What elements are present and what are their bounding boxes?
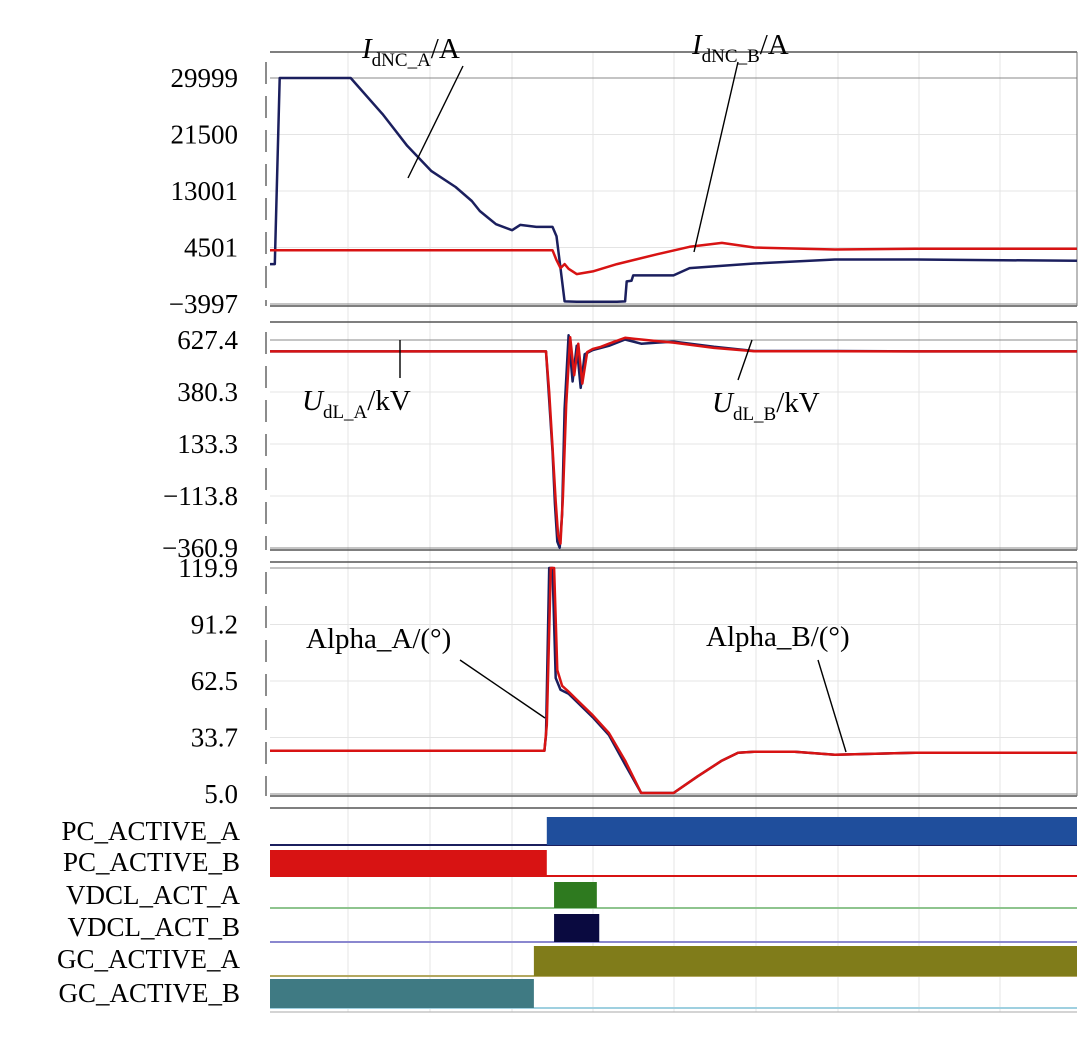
- signal-pulse-gc-active-a: [533, 946, 1077, 976]
- signal-label-pc-active-b: PC_ACTIVE_B: [63, 847, 240, 877]
- series-line-idncba: [270, 241, 1077, 276]
- y-tick-label: 4501: [184, 233, 238, 263]
- signal-label-gc-active-a: GC_ACTIVE_A: [57, 944, 240, 974]
- signal-pulse-pc-active-b: [270, 850, 547, 876]
- y-tick-label: 33.7: [191, 723, 238, 753]
- frame-layer: [265, 51, 1078, 1013]
- y-tick-label: −113.8: [163, 481, 238, 511]
- series-labels-layer: IdNC_A/A IdNC_B/A UdL_A/kV UdL_B/kV Alpha_A/…: [302, 29, 850, 753]
- series-label: IdNC_A/A: [361, 33, 460, 71]
- label-leader-line: [693, 61, 739, 253]
- series-label: Alpha_B/(°): [706, 621, 850, 653]
- y-tick-label: 627.4: [177, 325, 238, 355]
- series-label: IdNC_B/A: [691, 29, 789, 67]
- series-line-udlbkv: [270, 336, 1077, 545]
- label-leader-line: [817, 659, 847, 753]
- series-layer: [270, 76, 1078, 795]
- signal-pulse-gc-active-b: [270, 979, 534, 1008]
- signal-label-pc-active-a: PC_ACTIVE_A: [61, 816, 240, 846]
- y-tick-label: 119.9: [178, 553, 238, 583]
- label-leader-line: [407, 65, 464, 179]
- signal-pulse-vdcl-act-a: [554, 882, 597, 908]
- y-tick-label: 133.3: [177, 429, 238, 459]
- y-tick-label: 380.3: [177, 377, 238, 407]
- series-line-alphab: [270, 566, 1077, 795]
- y-tick-label: 13001: [171, 176, 239, 206]
- signal-label-gc-active-b: GC_ACTIVE_B: [59, 978, 241, 1008]
- series-label: UdL_A/kV: [302, 385, 411, 423]
- grid-layer: [270, 52, 1077, 1012]
- signal-label-vdcl-act-a: VDCL_ACT_A: [66, 880, 240, 910]
- signal-pulse-pc-active-a: [546, 817, 1077, 845]
- y-tick-label: −3997: [169, 289, 238, 319]
- series-label: Alpha_A/(°): [306, 623, 451, 655]
- signal-pulse-vdcl-act-b: [554, 914, 600, 942]
- tick-labels-layer: 29999 21500 13001 4501 −3997 627.4 380.3 133.3 −…: [162, 63, 238, 809]
- signal-label-vdcl-act-b: VDCL_ACT_B: [67, 912, 240, 942]
- y-tick-label: 29999: [171, 63, 239, 93]
- y-tick-label: 5.0: [204, 779, 238, 809]
- y-tick-label: −360.9: [162, 533, 238, 563]
- label-leader-line: [737, 339, 753, 381]
- label-leader-line: [459, 659, 546, 719]
- y-tick-label: 21500: [171, 120, 239, 150]
- digital-signals-layer: PC_ACTIVE_APC_ACTIVE_BVDCL_ACT_AVDCL_ACT…: [57, 816, 1077, 1009]
- y-tick-label: 91.2: [191, 610, 238, 640]
- y-tick-label: 62.5: [191, 666, 238, 696]
- series-line-idncaa: [270, 76, 1078, 303]
- series-label: UdL_B/kV: [712, 387, 820, 425]
